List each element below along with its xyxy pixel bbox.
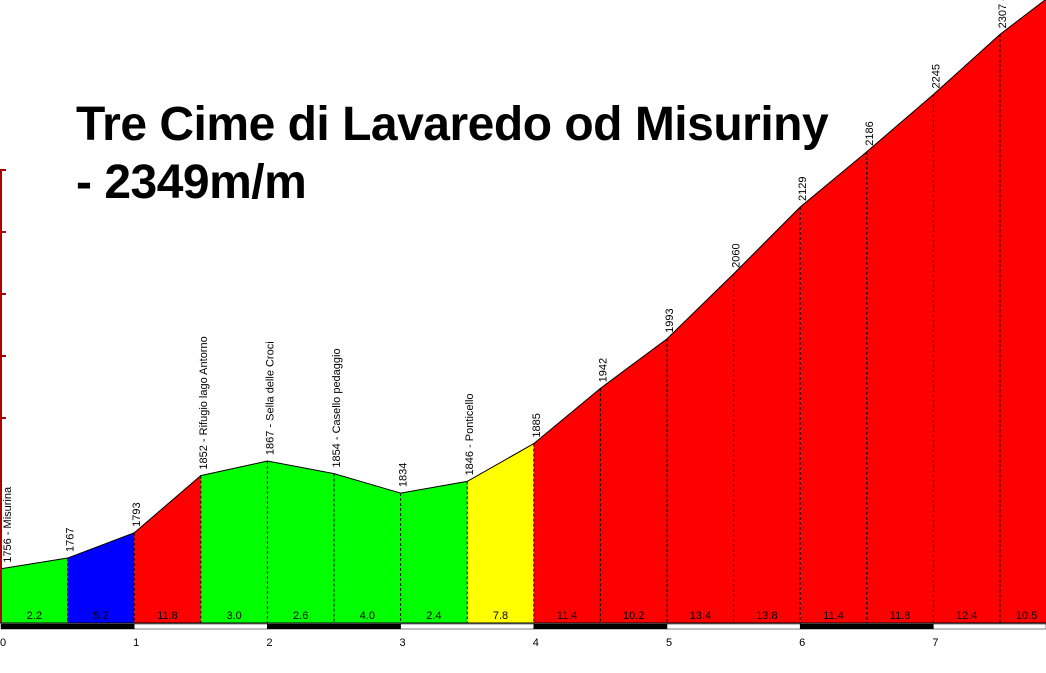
point-label-5: 1854 - Casello pedaggio	[331, 348, 343, 467]
distance-bar-block	[133, 623, 268, 630]
distance-bar-block	[666, 623, 801, 630]
segment-fill-12	[800, 151, 867, 623]
point-label-13: 2186	[864, 121, 876, 145]
distance-bar-block	[0, 623, 135, 630]
point-label-0: 1756 - Misurina	[2, 486, 14, 563]
x-tick-label-7: 7	[932, 637, 938, 649]
segment-fill-13	[866, 94, 934, 624]
distance-bar-block	[400, 623, 535, 630]
x-tick-label-1: 1	[133, 637, 139, 649]
segment-gradient-label-4: 2.6	[293, 610, 308, 622]
segment-gradient-label-10: 13.4	[690, 610, 711, 622]
x-tick-label-5: 5	[666, 637, 672, 649]
segment-gradient-label-2: 11.8	[157, 610, 178, 622]
segment-fill-14	[933, 34, 1000, 624]
point-label-8: 1885	[531, 413, 543, 437]
chart-title-line2: - 2349m/m	[76, 156, 307, 209]
segment-gradient-label-0: 2.2	[27, 610, 42, 622]
segment-fill-0	[1, 558, 68, 623]
x-tick-label-3: 3	[400, 637, 406, 649]
segment-gradient-label-3: 3.0	[226, 610, 241, 622]
segment-gradient-label-12: 11.4	[823, 610, 844, 622]
segment-fill-9	[600, 338, 667, 623]
segment-gradient-label-8: 11.4	[557, 610, 578, 622]
segment-fill-10	[667, 273, 734, 623]
segment-gradient-label-5: 4.0	[360, 610, 375, 622]
segment-fill-4	[267, 461, 334, 623]
segment-fill-5	[334, 473, 401, 623]
segment-gradient-label-11: 13.8	[756, 610, 777, 622]
segment-gradient-label-9: 10.2	[623, 610, 644, 622]
segment-fill-6	[400, 481, 468, 623]
point-label-7: 1846 - Ponticello	[464, 393, 476, 475]
x-tick-label-2: 2	[266, 637, 272, 649]
point-label-1: 1767	[65, 528, 77, 552]
point-label-15: 2307 - bivio Rif. Auronzo	[997, 0, 1009, 28]
segment-gradient-label-6: 2.4	[426, 610, 441, 622]
segment-fill-15	[1000, 0, 1046, 623]
point-label-3: 1852 - Rifugio lago Antorno	[198, 336, 210, 469]
segment-fill-7	[467, 443, 534, 623]
segment-fill-8	[533, 388, 601, 623]
chart-title: Tre Cime di Lavaredo od Misuriny - 2349m…	[76, 96, 829, 212]
point-label-14: 2245	[930, 64, 942, 88]
segment-gradient-label-1: 5.2	[93, 610, 108, 622]
distance-bar-block	[267, 623, 401, 630]
segment-gradient-label-15: 10.5	[1016, 610, 1037, 622]
distance-bar-block	[799, 623, 934, 630]
x-tick-label-4: 4	[533, 637, 539, 649]
chart-title-line1: Tre Cime di Lavaredo od Misuriny	[76, 98, 829, 151]
point-label-9: 1942	[597, 358, 609, 382]
distance-bar-block	[933, 623, 1046, 630]
distance-bar-block	[533, 623, 668, 630]
segment-gradient-label-7: 7.8	[493, 610, 508, 622]
segment-fill-1	[67, 532, 135, 623]
x-tick-label-6: 6	[799, 637, 805, 649]
segment-fill-2	[134, 475, 201, 623]
segment-fill-3	[200, 461, 268, 623]
point-label-2: 1793	[131, 502, 143, 526]
point-label-12: 2129	[797, 177, 809, 201]
segment-gradient-label-13: 11.8	[890, 610, 911, 622]
segment-gradient-label-14: 12.4	[956, 610, 977, 622]
point-label-10: 1993	[664, 308, 676, 332]
point-label-11: 2060	[731, 243, 743, 267]
x-tick-label-0: 0	[0, 637, 6, 649]
segment-fill-11	[733, 206, 801, 623]
point-label-4: 1867 - Sella delle Croci	[264, 341, 276, 455]
point-label-6: 1834	[398, 463, 410, 487]
